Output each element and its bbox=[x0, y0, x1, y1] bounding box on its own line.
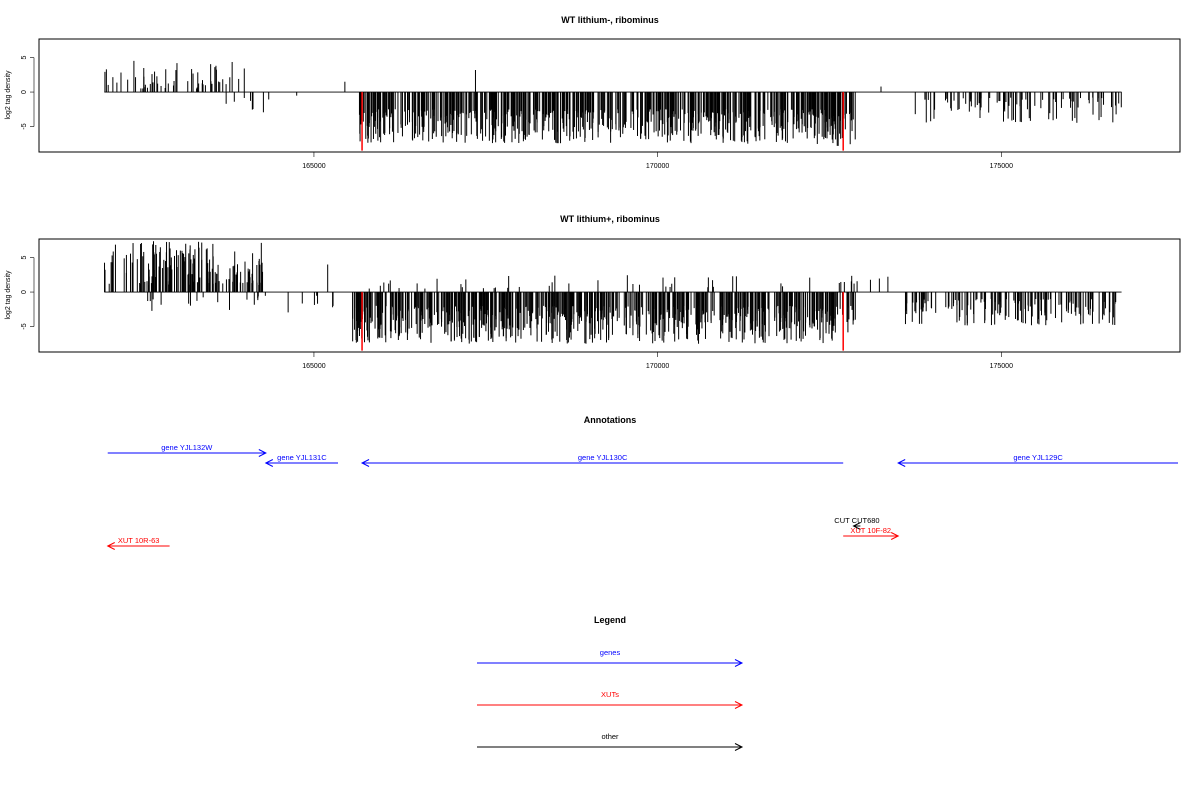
panel-2-ylabel: log2 tag density bbox=[5, 270, 12, 320]
legend-label: other bbox=[601, 732, 619, 741]
x-tick-label: 175000 bbox=[990, 163, 1013, 170]
legend-item-xuts: XUTs bbox=[477, 690, 744, 709]
legend-label: genes bbox=[600, 648, 621, 657]
legend-items: genes XUTs other bbox=[477, 648, 744, 751]
feature-genes: gene YJL129C bbox=[897, 453, 1178, 467]
feature-label: gene YJL129C bbox=[1013, 453, 1063, 462]
x-tick-label: 175000 bbox=[990, 363, 1013, 370]
legend-arrow-head bbox=[734, 701, 744, 709]
legend-arrow-head bbox=[734, 659, 744, 667]
feature-label: gene YJL132W bbox=[161, 443, 213, 452]
feature-label: CUT CUT680 bbox=[834, 516, 879, 525]
legend-item-other: other bbox=[477, 732, 744, 751]
feature-arrow-head bbox=[264, 459, 274, 467]
panel-2-frame bbox=[38, 238, 1181, 353]
panel-2-title: WT lithium+, ribominus bbox=[560, 214, 660, 224]
panel-2-axes: -5 0 5 165000 170000 175000 bbox=[21, 256, 1013, 370]
panel-1-axes: -5 0 5 165000 170000 175000 bbox=[21, 56, 1013, 170]
panel-1-title: WT lithium-, ribominus bbox=[561, 15, 659, 25]
feature-arrow-head bbox=[258, 449, 267, 457]
panel-1-ylabel: log2 tag density bbox=[5, 70, 12, 120]
feature-label: gene YJL131C bbox=[277, 453, 327, 462]
annotations-title: Annotations bbox=[584, 415, 637, 425]
feature-genes: gene YJL130C bbox=[360, 453, 844, 467]
feature-genes: gene YJL132W bbox=[107, 443, 267, 457]
feature-arrow-head bbox=[897, 459, 906, 467]
feature-arrow-head bbox=[106, 542, 115, 550]
feature-label: XUT 10F-82 bbox=[850, 526, 891, 535]
feature-arrow-head bbox=[890, 532, 900, 540]
legend-label: XUTs bbox=[601, 690, 619, 699]
panel-lithium-minus: WT lithium-, ribominus -5 0 5 165000 170000 1… bbox=[5, 15, 1181, 170]
feature-label: XUT 10R-63 bbox=[118, 536, 160, 545]
y-tick-label: 0 bbox=[21, 90, 28, 94]
x-tick-label: 165000 bbox=[302, 163, 325, 170]
y-tick-label: 5 bbox=[21, 256, 28, 260]
legend-arrow-head bbox=[734, 743, 744, 751]
x-tick-label: 170000 bbox=[646, 163, 669, 170]
feature-arrow-head bbox=[852, 522, 861, 530]
y-tick-label: -5 bbox=[21, 323, 28, 329]
feature-xuts: XUT 10R-63 bbox=[106, 536, 170, 550]
legend-item-genes: genes bbox=[477, 648, 744, 667]
feature-other: CUT CUT680 bbox=[834, 516, 880, 530]
feature-genes: gene YJL131C bbox=[264, 453, 338, 467]
y-tick-label: -5 bbox=[21, 123, 28, 129]
feature-arrow-head bbox=[360, 459, 370, 467]
feature-label: gene YJL130C bbox=[578, 453, 628, 462]
feature-xuts: XUT 10F-82 bbox=[843, 526, 900, 540]
y-tick-label: 5 bbox=[21, 56, 28, 60]
panel-1-bars bbox=[104, 60, 1122, 151]
panel-lithium-plus: WT lithium+, ribominus -5 0 5 165000 170000 1… bbox=[5, 214, 1181, 370]
panel-1-frame bbox=[38, 38, 1181, 153]
y-tick-label: 0 bbox=[21, 290, 28, 294]
x-tick-label: 165000 bbox=[302, 363, 325, 370]
annotation-features: gene YJL132W gene YJL131C gene YJL130C gene… bbox=[106, 443, 1178, 550]
panel-2-bars bbox=[104, 241, 1122, 351]
legend-panel: Legend genes XUTs other bbox=[477, 615, 744, 751]
x-tick-label: 170000 bbox=[646, 363, 669, 370]
legend-title: Legend bbox=[594, 615, 626, 625]
